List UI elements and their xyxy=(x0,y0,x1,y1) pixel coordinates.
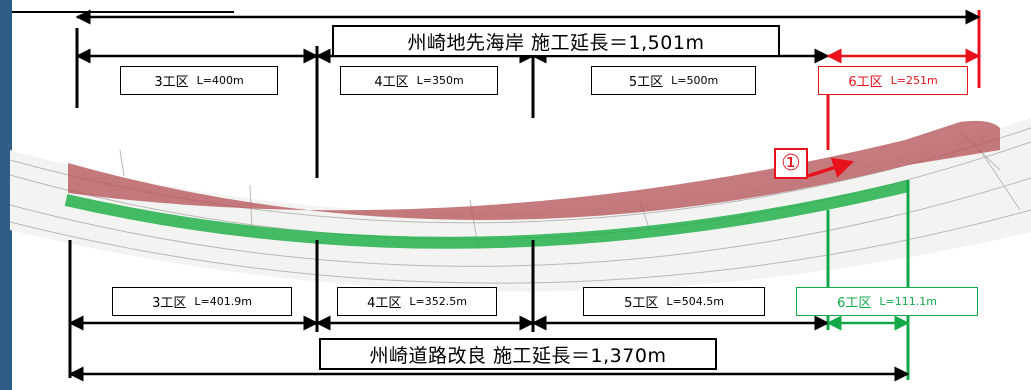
top-section6-label: 6工区 L=251m xyxy=(818,66,968,95)
bottom-section3-label: 3工区 L=401.9m xyxy=(112,287,292,316)
bottom-section3-name: 3工区 xyxy=(152,296,187,311)
slide-frame-left xyxy=(0,0,12,390)
bottom-section4-name: 4工区 xyxy=(367,296,402,311)
bottom-section5-label: 5工区 L=504.5m xyxy=(583,287,765,316)
top-section3-label: 3工区 L=400m xyxy=(120,66,278,95)
location-marker-1: ① xyxy=(774,148,808,179)
bottom-section6-name: 6工区 xyxy=(837,296,872,311)
top-section3-name: 3工区 xyxy=(154,75,189,90)
road-improvement-highlight xyxy=(64,180,910,249)
top-section4-name: 4工区 xyxy=(374,75,409,90)
bottom-section4-label: 4工区 L=352.5m xyxy=(337,287,497,316)
bottom-section3-length: L=401.9m xyxy=(194,295,252,308)
bottom-section4-length: L=352.5m xyxy=(409,295,467,308)
top-section6-length: L=251m xyxy=(890,74,938,87)
bottom-section6-label: 6工区 L=111.1m xyxy=(796,287,978,316)
top-section5-length: L=500m xyxy=(671,74,719,87)
top-section5-label: 5工区 L=500m xyxy=(591,66,756,95)
bottom-section6-length: L=111.1m xyxy=(879,295,937,308)
coast-total-length-label: 州崎地先海岸 施工延長＝1,501m xyxy=(332,25,780,57)
bottom-section5-name: 5工区 xyxy=(624,296,659,311)
top-section6-name: 6工区 xyxy=(848,75,883,90)
plan-drawing-background xyxy=(10,118,1031,292)
top-section4-length: L=350m xyxy=(416,74,464,87)
bottom-section5-length: L=504.5m xyxy=(666,295,724,308)
marker-pointer-arrow xyxy=(807,157,855,178)
top-section3-length: L=400m xyxy=(196,74,244,87)
top-section5-name: 5工区 xyxy=(628,75,664,90)
road-total-length-label: 州崎道路改良 施工延長＝1,370m xyxy=(319,338,717,370)
coast-construction-highlight xyxy=(68,120,1000,221)
top-section4-label: 4工区 L=350m xyxy=(340,66,498,95)
